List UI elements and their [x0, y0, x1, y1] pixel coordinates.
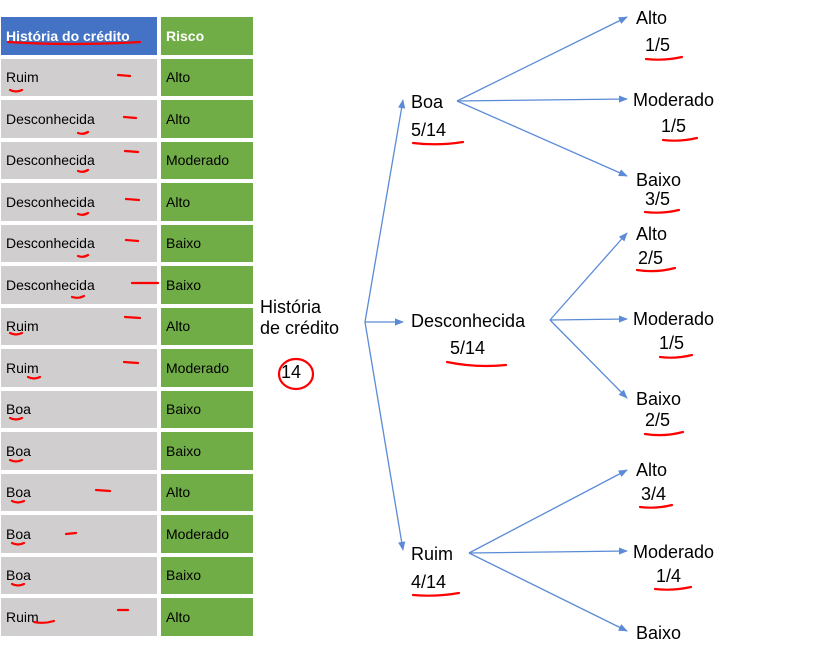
branch-label-desconhecida: Desconhecida [411, 311, 526, 331]
tree-arrow [456, 95, 628, 103]
cell-risk: Baixo [161, 556, 253, 598]
leaf-fraction-boa-alto: 1/5 [645, 35, 671, 55]
leaf-fraction-ruim-moderado: 1/4 [656, 566, 682, 586]
leaf-fraction-boa-baixo: 3/5 [645, 189, 671, 209]
tree-arrow [549, 315, 628, 323]
leaf-fraction-desc-moderado: 1/5 [659, 333, 685, 353]
branch-label-ruim: Ruim [411, 544, 454, 564]
cell-credit-history: Desconhecida [1, 266, 161, 308]
cell-risk: Alto [161, 58, 253, 100]
cell-credit-history: Ruim [1, 349, 161, 391]
tree-arrow [364, 321, 406, 551]
table-row: Desconhecida Alto [1, 100, 253, 142]
table-body: Ruim Alto Desconhecida Alto Desconhecida Mode… [1, 58, 253, 640]
cell-credit-history: Desconhecida [1, 100, 161, 142]
tree-arrow [468, 547, 628, 555]
table-row: Boa Baixo [1, 556, 253, 598]
cell-credit-history: Ruim [1, 307, 161, 349]
credit-risk-table: História do crédito Risco Ruim Alto Descon… [1, 17, 253, 640]
root-count: 14 [281, 362, 302, 382]
leaf-fraction-boa-moderado: 1/5 [661, 116, 687, 136]
table-header-row: História do crédito Risco [1, 17, 253, 59]
table-row: Ruim Moderado [1, 349, 253, 391]
leaf-label-desc-alto: Alto [636, 224, 668, 244]
branch-fraction-desconhecida: 5/14 [450, 338, 486, 358]
leaf-fraction-desc-baixo: 2/5 [645, 410, 671, 430]
cell-credit-history: Boa [1, 556, 161, 598]
leaf-label-ruim-baixo: Baixo [636, 623, 682, 643]
tree-arrow [549, 319, 628, 399]
branch-fraction-ruim: 4/14 [411, 572, 447, 592]
table-row: Boa Alto [1, 473, 253, 515]
leaf-label-desc-moderado: Moderado [633, 309, 715, 329]
tree-arrow [549, 232, 628, 321]
leaf-fraction-desc-alto: 2/5 [638, 248, 664, 268]
cell-risk: Baixo [161, 266, 253, 308]
leaf-fraction-ruim-alto: 3/4 [641, 484, 667, 504]
cell-risk: Alto [161, 100, 253, 142]
header-credit-history: História do crédito [1, 17, 161, 59]
tree-arrow [468, 552, 628, 632]
branch-fraction-boa: 5/14 [411, 120, 447, 140]
cell-risk: Baixo [161, 224, 253, 266]
tree-arrow [468, 469, 628, 554]
cell-credit-history: Boa [1, 432, 161, 474]
leaf-label-boa-moderado: Moderado [633, 90, 715, 110]
table-row: Boa Moderado [1, 515, 253, 557]
table-row: Boa Baixo [1, 390, 253, 432]
cell-credit-history: Boa [1, 473, 161, 515]
root-label-line2: de crédito [260, 317, 340, 338]
table-row: Desconhecida Baixo [1, 224, 253, 266]
cell-risk: Alto [161, 473, 253, 515]
cell-credit-history: Desconhecida [1, 224, 161, 266]
cell-risk: Moderado [161, 515, 253, 557]
cell-credit-history: Boa [1, 390, 161, 432]
cell-risk: Moderado [161, 141, 253, 183]
branch-label-boa: Boa [411, 92, 444, 112]
table-row: Ruim Alto [1, 58, 253, 100]
cell-credit-history: Desconhecida [1, 141, 161, 183]
tree-arrow [364, 99, 406, 323]
leaf-label-boa-baixo: Baixo [636, 170, 682, 190]
root-node: História de crédito [260, 297, 339, 338]
leaf-label-desc-baixo: Baixo [636, 389, 682, 409]
table-row: Ruim Alto [1, 307, 253, 349]
cell-risk: Alto [161, 307, 253, 349]
leaf-label-boa-alto: Alto [636, 8, 668, 28]
header-risk: Risco [161, 17, 253, 59]
cell-risk: Alto [161, 598, 253, 640]
tree-arrow [456, 16, 628, 102]
cell-risk: Baixo [161, 390, 253, 432]
cell-credit-history: Desconhecida [1, 183, 161, 225]
table-row: Desconhecida Alto [1, 183, 253, 225]
table-row: Boa Baixo [1, 432, 253, 474]
cell-credit-history: Boa [1, 515, 161, 557]
table-row: Ruim Alto [1, 598, 253, 640]
table-row: Desconhecida Baixo [1, 266, 253, 308]
cell-credit-history: Ruim [1, 58, 161, 100]
leaf-label-ruim-moderado: Moderado [633, 542, 715, 562]
cell-risk: Moderado [161, 349, 253, 391]
tree-arrow [456, 100, 628, 177]
cell-risk: Alto [161, 183, 253, 225]
root-label-line1: História [260, 297, 322, 317]
cell-credit-history: Ruim [1, 598, 161, 640]
leaf-label-ruim-alto: Alto [636, 460, 668, 480]
table-row: Desconhecida Moderado [1, 141, 253, 183]
cell-risk: Baixo [161, 432, 253, 474]
